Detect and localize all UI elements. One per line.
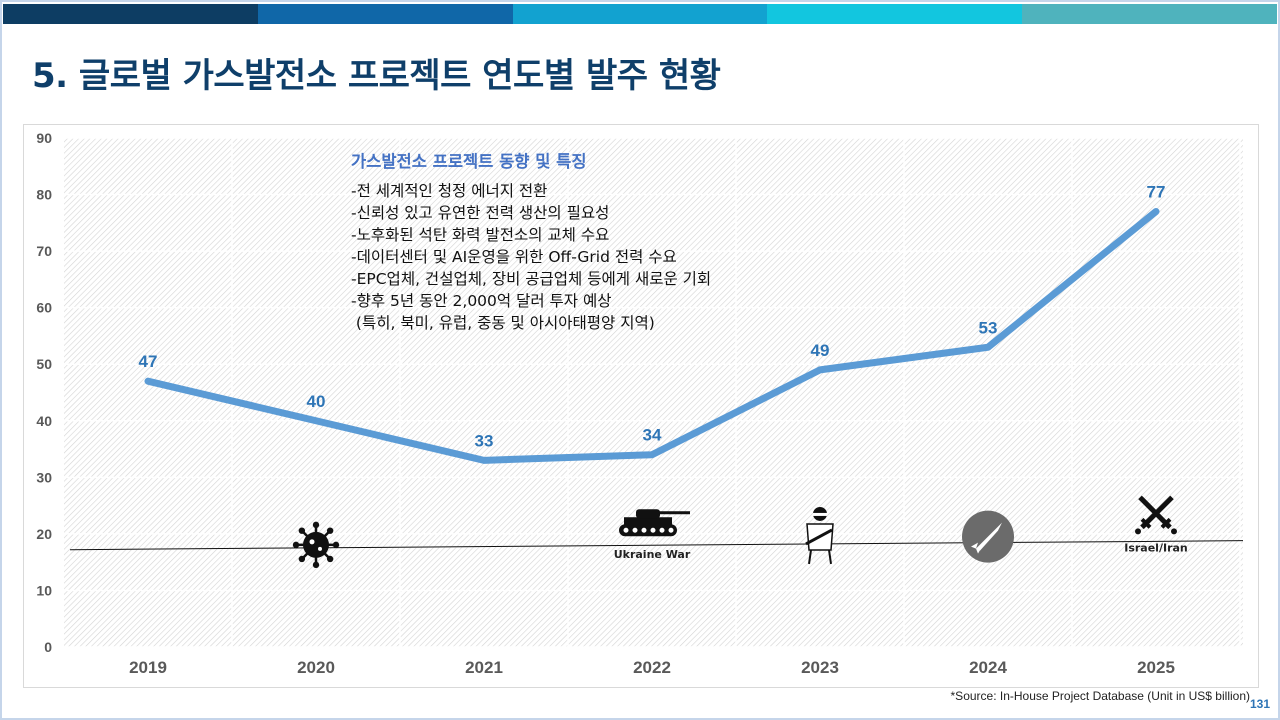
sword-guard <box>1160 517 1172 529</box>
tank-wheel <box>659 527 665 533</box>
y-tick-label: 80 <box>36 187 52 203</box>
trend-line <box>69 540 1244 551</box>
x-tick-label: 2024 <box>969 658 1007 677</box>
y-tick-label: 0 <box>44 639 52 655</box>
annotation-line-5: -EPC업체, 건설업체, 장비 공급업체 등에게 새로운 기회 <box>351 270 711 288</box>
soldier-legs <box>808 549 832 565</box>
annotation-line-4: -데이터센터 및 AI운영을 위한 Off-Grid 전력 수요 <box>351 248 677 266</box>
virus-spike-tip <box>292 541 300 549</box>
virus-spike-tip <box>326 555 334 563</box>
data-label: 77 <box>1147 183 1166 202</box>
page-title: 5. 글로벌 가스발전소 프로젝트 연도별 발주 현황 <box>32 56 721 96</box>
soldier-icon <box>805 506 834 565</box>
y-tick-label: 90 <box>36 130 52 146</box>
tank-barrel <box>658 511 690 515</box>
annotation-box: 가스발전소 프로젝트 동향 및 특징 -전 세계적인 청정 에너지 전환 -신뢰… <box>351 151 711 332</box>
tank-wheel <box>623 527 629 533</box>
event-label: Ukraine War <box>614 548 691 561</box>
virus-dot <box>318 546 322 551</box>
virus-dot <box>309 539 315 545</box>
sword-pommel <box>1171 528 1177 535</box>
data-label: 49 <box>811 341 830 360</box>
data-label: 40 <box>307 392 326 411</box>
y-axis-ticks: 0 10 20 30 40 50 60 70 80 90 <box>36 130 52 655</box>
event-icons: Ukraine War Israel/Iran <box>292 495 1188 569</box>
line-chart: 0 10 20 30 40 50 60 70 80 90 2019 2020 2021 2022 2023… <box>36 130 1244 677</box>
annotation-line-7: (특히, 북미, 유럽, 중동 및 아시아태평양 지역) <box>351 314 655 332</box>
sword-pommel <box>1135 528 1141 535</box>
y-tick-label: 20 <box>36 526 52 542</box>
series-line-group <box>144 208 1160 464</box>
tank-icon <box>619 509 690 537</box>
virus-body <box>303 531 329 558</box>
x-tick-label: 2019 <box>129 658 167 677</box>
series-line <box>144 208 1160 464</box>
missile-body <box>976 522 1002 551</box>
virus-spike-tip <box>332 541 340 549</box>
y-tick-label: 30 <box>36 469 52 485</box>
virus-spike-tip <box>326 527 334 534</box>
tank-track <box>619 524 677 537</box>
annotation-line-2: -신뢰성 있고 유연한 전력 생산의 필요성 <box>351 204 609 222</box>
x-tick-label: 2020 <box>297 658 335 677</box>
annotation-line-3: -노후화된 석탄 화력 발전소의 교체 수요 <box>351 226 609 244</box>
top-bar-segment <box>1022 4 1277 24</box>
x-axis-ticks: 2019 2020 2021 2022 2023 2024 2025 <box>129 658 1175 677</box>
soldier-rifle <box>805 528 833 546</box>
virus-spike-tip <box>312 561 320 569</box>
tank-hull <box>624 517 672 526</box>
virus-spike-tip <box>298 527 306 534</box>
annotation-title: 가스발전소 프로젝트 동향 및 특징 <box>351 151 587 171</box>
y-tick-label: 50 <box>36 356 52 372</box>
annotation-line-6: -향후 5년 동안 2,000억 달러 투자 예상 <box>351 292 612 310</box>
tank-wheel <box>641 527 647 533</box>
tank-turret <box>636 509 660 519</box>
y-tick-label: 70 <box>36 243 52 259</box>
top-bar-segment <box>257 4 513 24</box>
source-note: *Source: In-House Project Database (Unit… <box>950 689 1250 703</box>
trend-line-group <box>69 540 1244 551</box>
crossed-swords-icon <box>1135 495 1177 535</box>
y-tick-label: 40 <box>36 413 52 429</box>
grid-lines <box>64 137 1243 648</box>
tank-wheel <box>650 527 656 533</box>
data-label: 33 <box>475 431 494 450</box>
data-label: 53 <box>979 318 998 337</box>
virus-spike-tip <box>298 555 306 563</box>
tank-wheel <box>632 527 638 533</box>
chart-area: 0 10 20 30 40 50 60 70 80 90 2019 2020 2021 2022 2023… <box>23 124 1259 688</box>
sword-guard <box>1140 517 1152 529</box>
x-tick-label: 2021 <box>465 658 503 677</box>
x-tick-label: 2022 <box>633 658 671 677</box>
y-tick-label: 60 <box>36 300 52 316</box>
plot-area-background <box>64 138 1243 647</box>
top-color-bar <box>3 4 1277 24</box>
data-label: 34 <box>643 426 662 445</box>
top-bar-segment <box>512 4 768 24</box>
event-label: Israel/Iran <box>1124 541 1188 554</box>
missile-fins <box>971 542 982 554</box>
page-number: 131 <box>1249 697 1270 711</box>
missile-icon <box>962 510 1014 563</box>
virus-spike-tip <box>312 521 320 529</box>
x-tick-label: 2025 <box>1137 658 1175 677</box>
top-bar-segment <box>3 4 258 24</box>
data-label: 47 <box>139 352 158 371</box>
x-tick-label: 2023 <box>801 658 839 677</box>
tank-wheel <box>668 527 674 533</box>
y-tick-label: 10 <box>36 582 52 598</box>
soldier-eye-slit <box>813 512 827 516</box>
annotation-line-1: -전 세계적인 청정 에너지 전환 <box>351 182 547 200</box>
top-bar-segment <box>767 4 1023 24</box>
virus-icon <box>292 521 340 569</box>
data-labels: 47 40 33 34 49 53 77 <box>139 183 1166 451</box>
